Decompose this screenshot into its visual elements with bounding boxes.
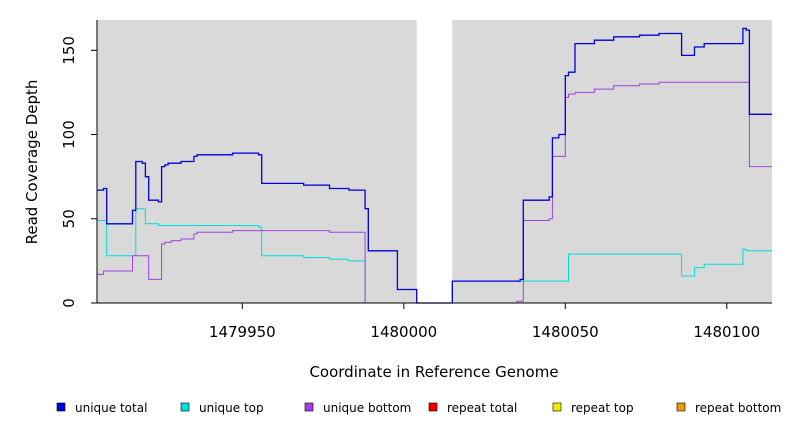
- legend-label: unique total: [75, 401, 147, 415]
- y-tick-label: 100: [60, 120, 78, 149]
- y-axis-title: Read Coverage Depth: [23, 80, 41, 245]
- legend-label: unique bottom: [323, 401, 411, 415]
- x-tick-label: 1479950: [209, 323, 276, 341]
- legend-label: repeat top: [571, 401, 634, 415]
- series-line-unique-total: [97, 27, 772, 304]
- x-tick-label: 1480000: [370, 323, 437, 341]
- y-tick-label: 0: [60, 298, 78, 308]
- legend-swatch: [56, 402, 66, 412]
- legend-label: repeat bottom: [695, 401, 781, 415]
- legend-swatch: [676, 402, 686, 412]
- y-tick-label: 150: [60, 36, 78, 65]
- x-axis-title: Coordinate in Reference Genome: [309, 363, 558, 381]
- x-tick-label: 1480100: [693, 323, 760, 341]
- legend: unique total unique top unique bottom repea…: [56, 401, 781, 415]
- legend-swatch: [304, 402, 314, 412]
- x-tick-label: 1480050: [532, 323, 599, 341]
- legend-swatch: [180, 402, 190, 412]
- legend-swatch: [428, 402, 438, 412]
- plot-gap: [416, 20, 453, 303]
- legend-label: unique top: [199, 401, 264, 415]
- legend-swatch: [552, 402, 562, 412]
- legend-label: repeat total: [447, 401, 517, 415]
- y-tick-label: 50: [60, 209, 78, 228]
- ticks-layer: 1479950 1480000 1480050 1480100 0 50 100 150: [60, 36, 760, 341]
- series-line-unique-top: [97, 208, 772, 304]
